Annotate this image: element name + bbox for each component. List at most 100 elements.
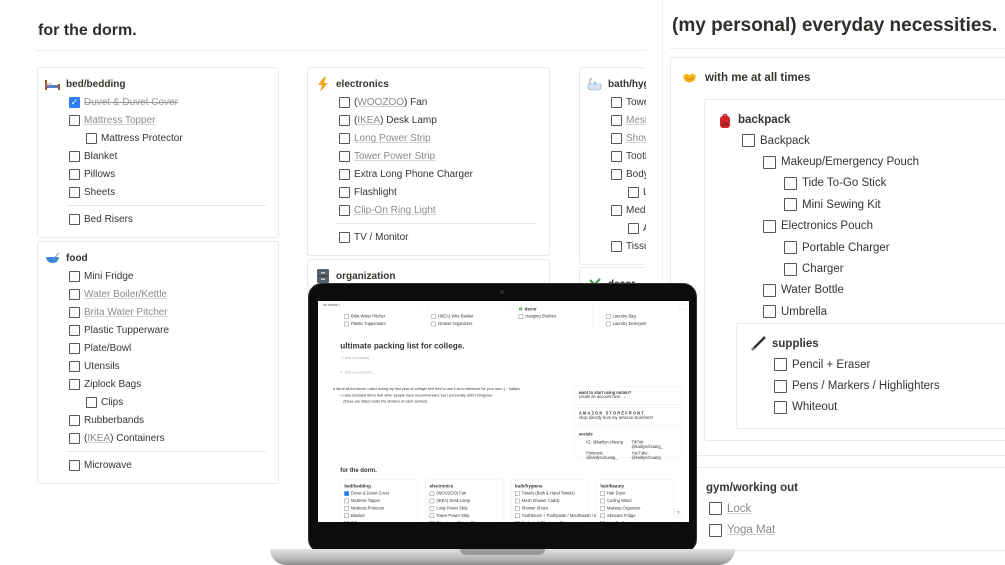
help-button[interactable]: ? bbox=[674, 508, 683, 517]
checkbox[interactable] bbox=[600, 506, 605, 511]
item-link[interactable]: WOOZOO bbox=[357, 96, 405, 108]
checkbox[interactable] bbox=[69, 213, 80, 225]
checkbox[interactable] bbox=[611, 150, 622, 162]
checkbox[interactable] bbox=[339, 168, 350, 180]
checkbox[interactable] bbox=[344, 506, 349, 511]
checkbox[interactable] bbox=[69, 114, 80, 126]
checkbox[interactable] bbox=[600, 513, 605, 519]
social-link[interactable]: IG: @kaitlyn.chuang bbox=[586, 440, 624, 445]
item-link[interactable]: Brita Water Pitcher bbox=[84, 306, 168, 318]
checkbox[interactable] bbox=[429, 521, 435, 522]
item-link[interactable]: Mesh bbox=[626, 114, 646, 126]
checkbox[interactable] bbox=[429, 506, 435, 511]
checkbox[interactable] bbox=[69, 150, 80, 162]
lightning-icon bbox=[315, 76, 330, 92]
checkbox[interactable] bbox=[774, 379, 787, 393]
checkbox[interactable] bbox=[763, 219, 776, 233]
checkbox[interactable] bbox=[774, 358, 787, 372]
checkbox[interactable] bbox=[344, 314, 349, 319]
item-link[interactable]: Yoga Mat bbox=[727, 524, 776, 537]
item-link[interactable]: Lock bbox=[727, 502, 752, 515]
checkbox[interactable] bbox=[709, 523, 722, 537]
checkbox[interactable] bbox=[431, 314, 436, 319]
item-link[interactable]: IKEA bbox=[87, 432, 111, 444]
checkbox[interactable] bbox=[600, 491, 605, 496]
checkbox[interactable] bbox=[515, 491, 520, 496]
social-link[interactable]: TikTok: @kaitlynchuang_ bbox=[631, 440, 663, 450]
checklist-item: Towels (Bath & Hand Towels) bbox=[515, 490, 585, 497]
checkbox[interactable] bbox=[611, 204, 622, 216]
checkbox[interactable] bbox=[339, 132, 350, 144]
item-link[interactable]: Show bbox=[626, 132, 646, 144]
checkbox[interactable] bbox=[344, 321, 349, 327]
checkbox[interactable] bbox=[344, 498, 349, 504]
checkbox[interactable] bbox=[69, 432, 80, 444]
checkbox[interactable] bbox=[763, 305, 776, 319]
checkbox[interactable] bbox=[628, 186, 639, 198]
comment-input[interactable]: ● Add a comment... bbox=[340, 364, 682, 380]
checkbox[interactable] bbox=[515, 506, 520, 511]
checkbox[interactable] bbox=[429, 491, 435, 496]
checkbox[interactable] bbox=[742, 134, 755, 148]
checkbox[interactable] bbox=[344, 521, 349, 522]
checkbox[interactable] bbox=[429, 498, 435, 504]
checkbox[interactable] bbox=[344, 513, 349, 519]
checkbox[interactable] bbox=[600, 521, 605, 522]
item-link[interactable]: Long Power Strip bbox=[354, 132, 431, 144]
checkbox[interactable] bbox=[69, 324, 80, 336]
checkbox[interactable] bbox=[763, 155, 776, 169]
checkbox[interactable] bbox=[339, 114, 350, 126]
checkbox[interactable] bbox=[605, 321, 611, 327]
checkbox[interactable] bbox=[429, 513, 435, 519]
checkbox[interactable] bbox=[69, 378, 80, 390]
item-link[interactable]: Tower Power Strip bbox=[354, 150, 436, 162]
checkbox[interactable] bbox=[69, 459, 80, 471]
checkbox[interactable] bbox=[611, 114, 622, 126]
checkbox[interactable] bbox=[69, 342, 80, 354]
checkbox[interactable] bbox=[611, 132, 622, 144]
checkbox[interactable] bbox=[628, 222, 639, 234]
checkbox[interactable] bbox=[339, 186, 350, 198]
checkbox[interactable] bbox=[86, 396, 97, 408]
checkbox[interactable] bbox=[339, 204, 350, 216]
item-link[interactable]: Mattress Topper bbox=[84, 114, 156, 126]
item-link[interactable]: Clip-On Ring Light bbox=[354, 204, 436, 216]
checkbox[interactable] bbox=[515, 513, 520, 519]
checkbox[interactable] bbox=[69, 288, 80, 300]
checkbox[interactable] bbox=[431, 321, 436, 327]
checkbox[interactable] bbox=[774, 400, 787, 414]
checkbox[interactable] bbox=[344, 491, 349, 496]
checkbox[interactable] bbox=[339, 231, 350, 243]
checkbox[interactable] bbox=[515, 521, 520, 522]
checkbox[interactable] bbox=[515, 498, 520, 504]
checkbox[interactable] bbox=[784, 262, 797, 276]
checkbox[interactable] bbox=[611, 240, 622, 252]
social-link[interactable]: YouTube: @kaitlynchuang bbox=[631, 451, 661, 461]
callout-amazon[interactable]: AMAZON STOREFRONT shop directly from my a… bbox=[573, 407, 682, 426]
checkbox[interactable] bbox=[784, 198, 797, 212]
checkbox[interactable] bbox=[69, 414, 80, 426]
checkbox[interactable]: ✓ bbox=[69, 96, 80, 108]
checkbox[interactable] bbox=[86, 132, 97, 144]
checkbox[interactable] bbox=[784, 176, 797, 190]
checkbox[interactable] bbox=[69, 186, 80, 198]
checkbox[interactable] bbox=[709, 502, 722, 516]
checkbox[interactable] bbox=[600, 498, 605, 504]
checkbox[interactable] bbox=[763, 283, 776, 297]
checkbox[interactable] bbox=[518, 314, 524, 319]
checkbox[interactable] bbox=[69, 168, 80, 180]
checkbox[interactable] bbox=[339, 150, 350, 162]
item-link[interactable]: IKEA bbox=[357, 114, 381, 126]
checkbox[interactable] bbox=[339, 96, 350, 108]
item-link[interactable]: Water Boiler/Kettle bbox=[84, 288, 167, 300]
checkbox[interactable] bbox=[69, 360, 80, 372]
checkbox[interactable] bbox=[611, 168, 622, 180]
checkbox[interactable] bbox=[611, 96, 622, 108]
checkbox[interactable] bbox=[69, 306, 80, 318]
callout-notion[interactable]: want to start using notion? create an acc… bbox=[573, 386, 682, 405]
social-link[interactable]: Pinterest: @kaitlynchuang_ bbox=[586, 451, 618, 461]
checkbox[interactable] bbox=[605, 314, 611, 319]
checkbox[interactable] bbox=[784, 241, 797, 255]
checkbox[interactable] bbox=[69, 270, 80, 282]
add-property[interactable]: + Add a property bbox=[341, 355, 370, 360]
